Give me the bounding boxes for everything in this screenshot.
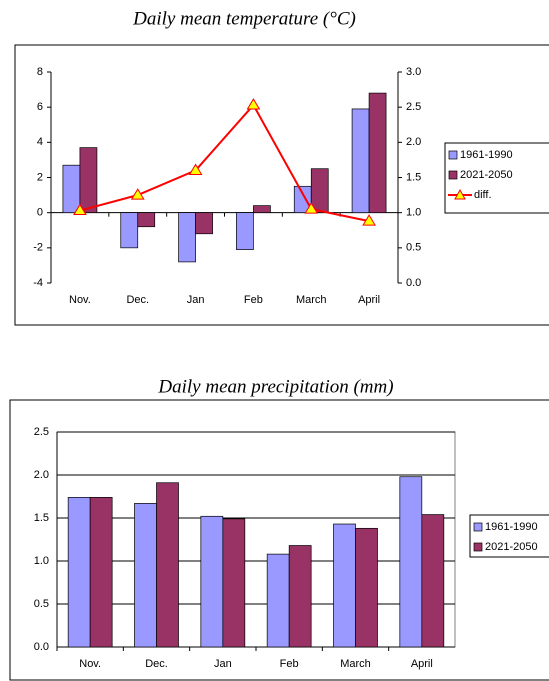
- legend-label: 1961-1990: [485, 521, 538, 533]
- y2-tick-label: 2.5: [406, 101, 421, 113]
- y2-tick-label: 1.5: [406, 171, 421, 183]
- x-tick-label: Jan: [187, 294, 205, 306]
- legend-marker: [454, 188, 466, 200]
- bar: [62, 164, 81, 214]
- bar: [310, 168, 329, 214]
- bar: [288, 545, 312, 648]
- y-tick-label: 0.5: [34, 598, 49, 610]
- y2-tick-label: 0.0: [406, 277, 421, 289]
- bar: [120, 212, 139, 249]
- chart-title: Daily mean precipitation (mm): [157, 376, 393, 397]
- y-tick-label: 4: [37, 136, 43, 148]
- legend-label: 2021-2050: [460, 169, 513, 181]
- bar: [399, 476, 423, 648]
- line-series: [79, 103, 370, 223]
- x-tick-label: Dec.: [145, 658, 168, 670]
- x-tick-label: March: [340, 658, 371, 670]
- y-tick-label: 2.5: [34, 426, 49, 438]
- bar: [368, 92, 387, 214]
- legend-box: [469, 514, 549, 558]
- line-marker: [304, 202, 319, 214]
- legend-swatch: [473, 542, 483, 552]
- bar: [89, 497, 113, 648]
- y-tick-label: -4: [33, 277, 43, 289]
- y2-tick-label: 0.5: [406, 242, 421, 254]
- y-tick-label: 0.0: [34, 641, 49, 653]
- y-tick-label: 1.0: [34, 555, 49, 567]
- y2-tick-label: 2.0: [406, 136, 421, 148]
- bar: [266, 553, 290, 648]
- x-tick-label: April: [358, 294, 380, 306]
- x-tick-label: April: [411, 658, 433, 670]
- x-tick-label: Nov.: [69, 294, 91, 306]
- legend-swatch: [448, 170, 458, 180]
- bar: [79, 147, 98, 214]
- y-tick-label: 2: [37, 171, 43, 183]
- y-tick-label: 2.0: [34, 469, 49, 481]
- y2-tick-label: 1.0: [406, 207, 421, 219]
- x-tick-label: Feb: [244, 294, 263, 306]
- bar: [137, 212, 156, 228]
- legend-swatch: [473, 522, 483, 532]
- bar: [195, 212, 213, 235]
- bar: [253, 205, 271, 214]
- legend-label: 2021-2050: [485, 541, 538, 553]
- legend-swatch: [448, 150, 458, 160]
- line-marker: [362, 214, 376, 226]
- bar: [222, 518, 246, 648]
- line-marker: [73, 203, 87, 216]
- y-tick-label: 1.5: [34, 512, 49, 524]
- line-marker: [130, 188, 145, 200]
- legend-label: diff.: [474, 189, 492, 201]
- x-tick-label: March: [296, 294, 327, 306]
- bar: [67, 497, 91, 648]
- y-tick-label: 0: [37, 207, 43, 219]
- y-tick-label: 6: [37, 101, 43, 113]
- bar: [200, 515, 224, 648]
- chart-border: [9, 399, 549, 681]
- y2-tick-label: 3.0: [406, 66, 421, 78]
- bar: [355, 527, 378, 648]
- y-tick-label: 8: [37, 66, 43, 78]
- x-tick-label: Feb: [280, 658, 299, 670]
- legend-box: [444, 142, 549, 214]
- line-marker: [188, 163, 203, 175]
- legend-label: 1961-1990: [460, 149, 513, 161]
- bar: [333, 523, 356, 648]
- x-tick-label: Nov.: [79, 658, 101, 670]
- bar: [351, 108, 370, 214]
- y-tick-label: -2: [33, 242, 43, 254]
- plot-area: [56, 431, 456, 648]
- chart-title: Daily mean temperature (°C): [132, 8, 356, 29]
- bar: [236, 212, 254, 250]
- chart-border: [14, 44, 549, 326]
- line-marker: [246, 98, 261, 110]
- x-tick-label: Dec.: [126, 294, 149, 306]
- bar: [134, 503, 157, 648]
- bar: [156, 482, 179, 648]
- x-tick-label: Jan: [214, 658, 232, 670]
- bar: [178, 212, 196, 263]
- bar: [421, 514, 445, 648]
